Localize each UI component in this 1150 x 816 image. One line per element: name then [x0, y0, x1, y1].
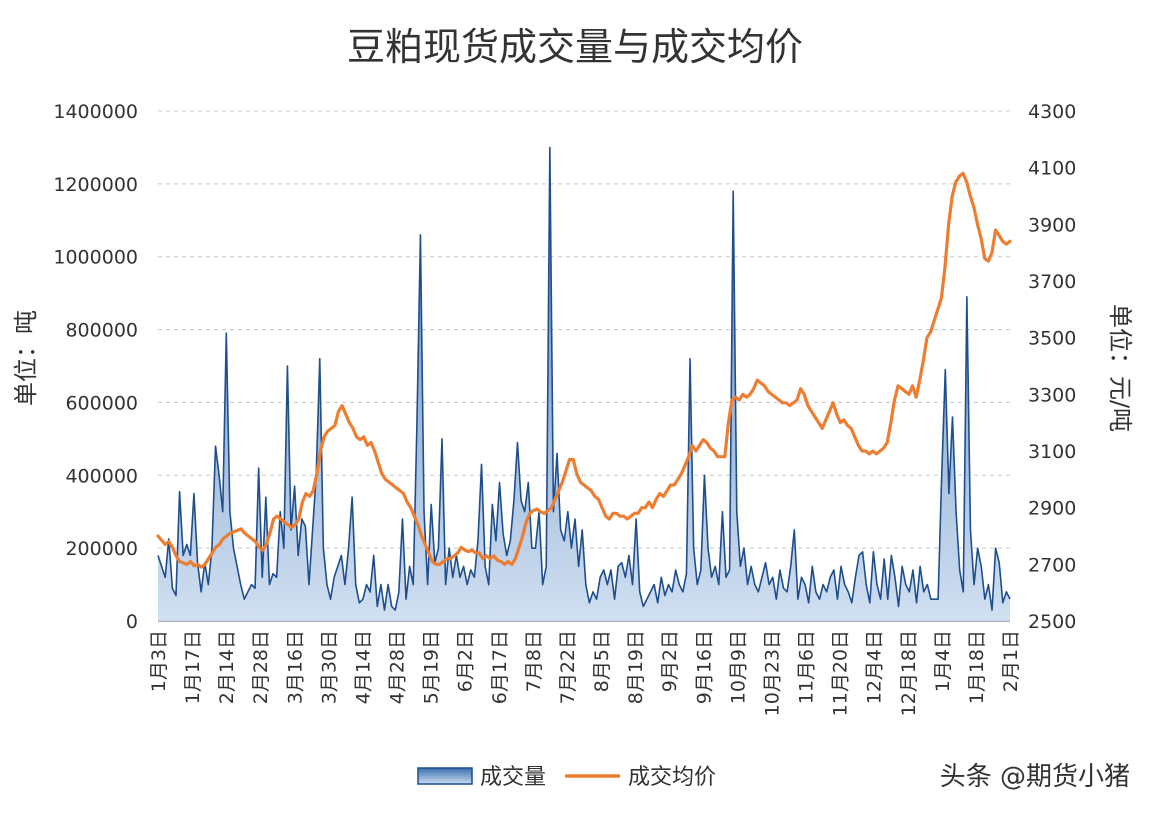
- left-tick-label: 0: [126, 611, 138, 633]
- x-tick-label: 12月18日: [898, 630, 920, 716]
- x-tick-label: 2月14日: [216, 630, 238, 704]
- right-tick-label: 4300: [1028, 101, 1076, 123]
- right-tick-label: 3100: [1028, 441, 1076, 463]
- left-tick-label: 1000000: [53, 247, 138, 269]
- x-tick-label: 10月23日: [761, 630, 783, 716]
- x-tick-label: 4月14日: [353, 630, 375, 704]
- x-tick-label: 4月28日: [387, 630, 409, 704]
- legend: 成交量 成交均价: [417, 765, 716, 790]
- x-tick-label: 6月2日: [455, 630, 477, 692]
- right-tick-label: 4100: [1028, 158, 1076, 180]
- volume-area: [157, 146, 1011, 621]
- x-tick-label: 11月20日: [830, 630, 852, 716]
- x-tick-label: 1月3日: [148, 630, 170, 692]
- x-axis-ticks: 1月3日 1月17日 2月14日 2月28日 3月16日 3月30日 4月14日 4月28日 5…: [148, 630, 1022, 716]
- x-tick-label: 11月6日: [796, 630, 818, 704]
- x-tick-label: 8月5日: [591, 630, 613, 692]
- x-tick-label: 10月9日: [727, 630, 749, 704]
- legend-label-volume: 成交量: [480, 765, 546, 790]
- series-price-line: [156, 171, 1012, 569]
- x-tick-label: 3月16日: [284, 630, 306, 704]
- right-axis-ticks: 2500 2700 2900 3100 3300 3500 3700 3900 4100 4300: [1028, 101, 1076, 633]
- x-tick-label: 3月30日: [318, 630, 340, 704]
- x-tick-label: 2月1日: [1000, 630, 1022, 692]
- right-axis-title: 单位：元/吨: [1106, 304, 1134, 432]
- left-tick-label: 400000: [65, 465, 138, 487]
- x-tick-label: 1月17日: [182, 630, 204, 704]
- series-volume-outline: [157, 146, 1011, 611]
- x-tick-label: 7月8日: [523, 630, 545, 692]
- x-tick-label: 6月17日: [489, 630, 511, 704]
- legend-swatch-volume: [417, 767, 473, 785]
- left-axis-title: 单位：吨: [12, 310, 40, 406]
- left-tick-label: 1200000: [53, 174, 138, 196]
- right-tick-label: 3300: [1028, 384, 1076, 406]
- chart-title: 豆粕现货成交量与成交均价: [347, 25, 803, 69]
- x-tick-label: 7月22日: [557, 630, 579, 704]
- x-tick-label: 1月18日: [966, 630, 988, 704]
- x-tick-label: 12月4日: [864, 630, 886, 704]
- legend-label-price: 成交均价: [628, 765, 716, 790]
- x-tick-label: 1月4日: [932, 630, 954, 692]
- right-tick-label: 3700: [1028, 271, 1076, 293]
- x-tick-label: 2月28日: [250, 630, 272, 704]
- left-tick-label: 800000: [65, 320, 138, 342]
- right-tick-label: 2900: [1028, 498, 1076, 520]
- watermark: 头条 @期货小猪: [940, 762, 1130, 792]
- x-tick-label: 8月19日: [625, 630, 647, 704]
- right-tick-label: 2500: [1028, 611, 1076, 633]
- x-tick-label: 9月16日: [693, 630, 715, 704]
- left-tick-label: 600000: [65, 392, 138, 414]
- right-tick-label: 3500: [1028, 328, 1076, 350]
- left-tick-label: 1400000: [53, 101, 138, 123]
- right-tick-label: 3900: [1028, 214, 1076, 236]
- left-tick-label: 200000: [65, 538, 138, 560]
- x-tick-label: 9月2日: [659, 630, 681, 692]
- price-line: [156, 171, 1012, 569]
- x-tick-label: 5月19日: [421, 630, 443, 704]
- left-axis-ticks: 0 200000 400000 600000 800000 1000000 1200000 1…: [53, 101, 138, 633]
- right-tick-label: 2700: [1028, 554, 1076, 576]
